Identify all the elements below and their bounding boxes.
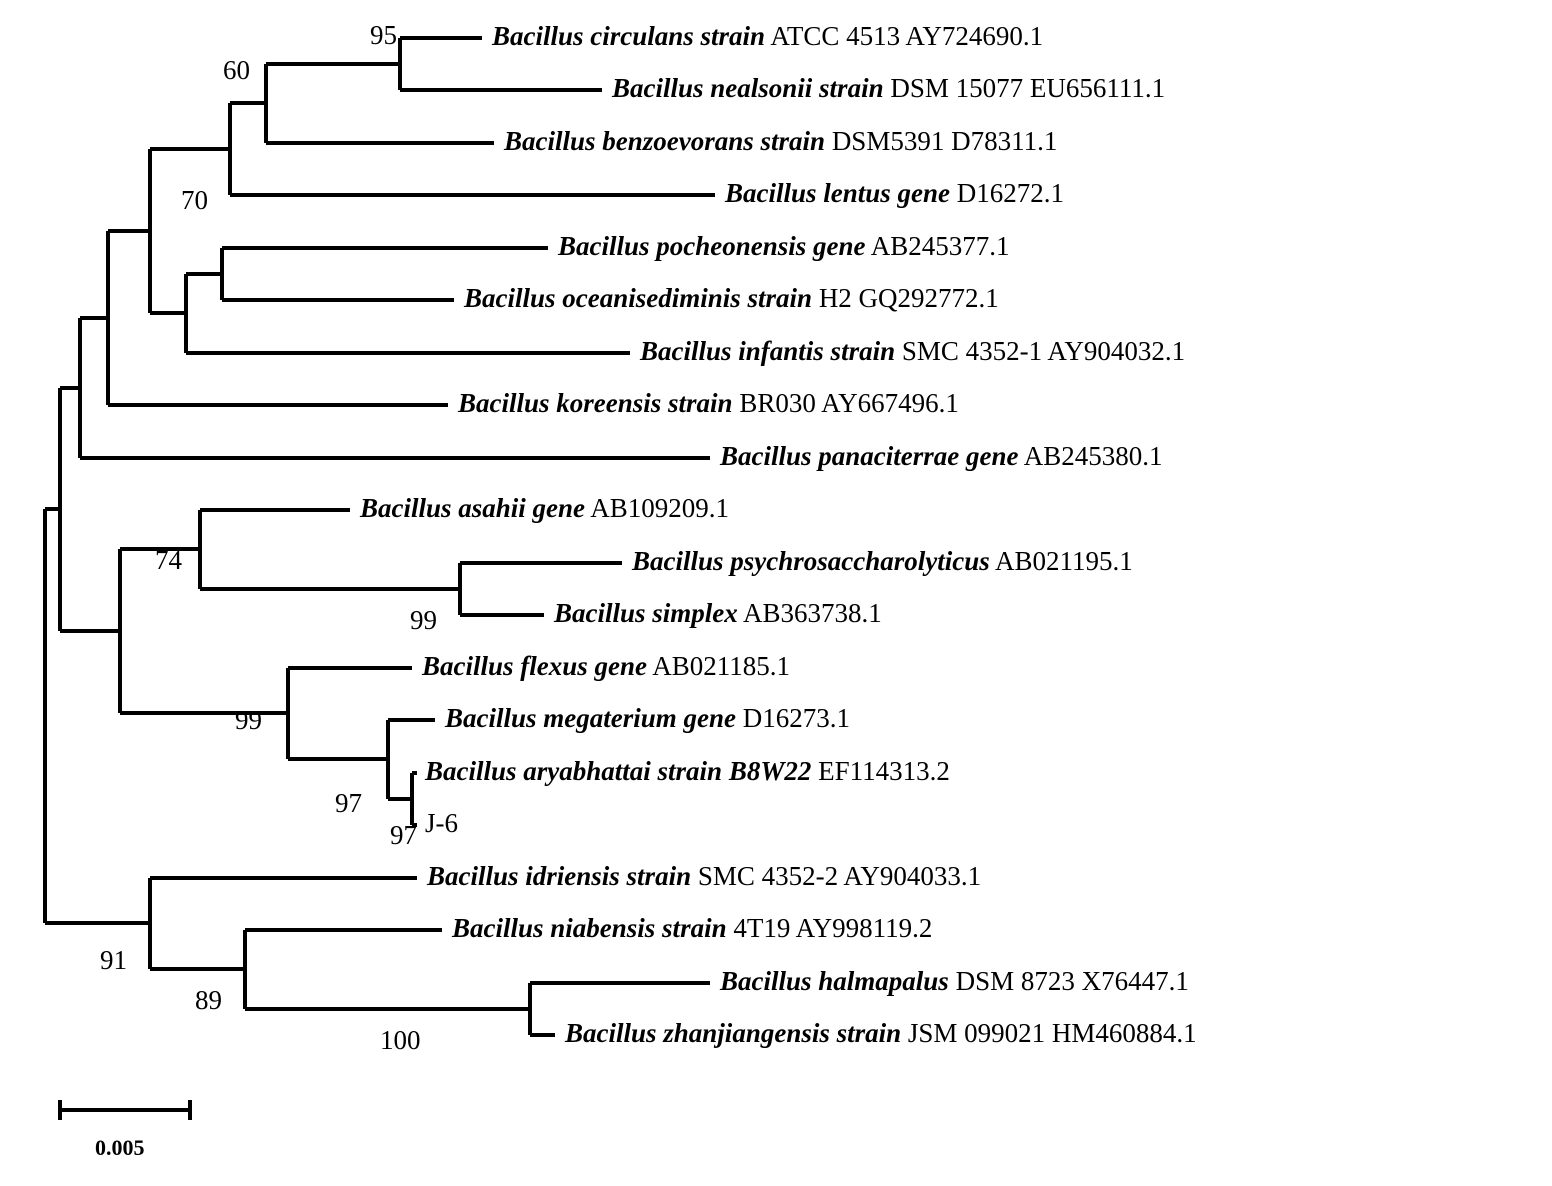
species-name: Bacillus panaciterrae gene [720,441,1019,471]
bootstrap-value: 91 [100,945,127,976]
bootstrap-value: 60 [223,55,250,86]
accession-number: SMC 4352-1 AY904032.1 [902,336,1185,366]
species-name: Bacillus oceanisediminis strain [464,283,812,313]
bootstrap-value: 97 [390,820,417,851]
bootstrap-value: 70 [181,185,208,216]
species-name: Bacillus infantis strain [640,336,895,366]
species-name: Bacillus flexus gene [422,651,647,681]
taxon-label: Bacillus koreensis strain BR030 AY667496… [458,388,959,419]
bootstrap-value: 99 [235,705,262,736]
species-name: Bacillus megaterium gene [445,703,736,733]
bootstrap-value: 74 [155,545,182,576]
taxon-label: Bacillus halmapalus DSM 8723 X76447.1 [720,966,1189,997]
taxon-label: Bacillus flexus gene AB021185.1 [422,651,790,682]
accession-number: D16273.1 [743,703,850,733]
accession-number: AB021195.1 [995,546,1133,576]
accession-number: ATCC 4513 AY724690.1 [770,21,1043,51]
accession-number: H2 GQ292772.1 [819,283,999,313]
species-name: Bacillus pocheonensis gene [558,231,866,261]
species-name: Bacillus halmapalus [720,966,949,996]
taxon-label: Bacillus idriensis strain SMC 4352-2 AY9… [427,861,981,892]
bootstrap-value: 100 [380,1025,421,1056]
accession-number: AB363738.1 [743,598,882,628]
accession-number: EF114313.2 [818,756,950,786]
accession-number: J-6 [425,808,458,838]
accession-number: 4T19 AY998119.2 [733,913,932,943]
accession-number: AB245380.1 [1024,441,1163,471]
taxon-label: Bacillus panaciterrae gene AB245380.1 [720,441,1163,472]
taxon-label: J-6 [425,808,458,839]
taxon-label: Bacillus zhanjiangensis strain JSM 09902… [565,1018,1197,1049]
species-name: Bacillus asahii gene [360,493,585,523]
phylogenetic-tree: Bacillus circulans strain ATCC 4513 AY72… [0,0,1552,1186]
accession-number: DSM 15077 EU656111.1 [890,73,1165,103]
accession-number: AB021185.1 [652,651,790,681]
species-name: Bacillus circulans strain [492,21,765,51]
species-name: Bacillus nealsonii strain [612,73,884,103]
accession-number: AB245377.1 [871,231,1010,261]
taxon-label: Bacillus lentus gene D16272.1 [725,178,1064,209]
taxon-label: Bacillus nealsonii strain DSM 15077 EU65… [612,73,1165,104]
species-name: Bacillus psychrosaccharolyticus [632,546,990,576]
bootstrap-value: 99 [410,605,437,636]
accession-number: DSM5391 D78311.1 [832,126,1058,156]
scale-label: 0.005 [95,1135,145,1161]
taxon-label: Bacillus pocheonensis gene AB245377.1 [558,231,1010,262]
taxon-label: Bacillus simplex AB363738.1 [554,598,882,629]
species-name: Bacillus koreensis strain [458,388,733,418]
bootstrap-value: 97 [335,788,362,819]
taxon-label: Bacillus megaterium gene D16273.1 [445,703,850,734]
taxon-label: Bacillus infantis strain SMC 4352-1 AY90… [640,336,1185,367]
bootstrap-value: 89 [195,985,222,1016]
accession-number: SMC 4352-2 AY904033.1 [698,861,981,891]
taxon-label: Bacillus niabensis strain 4T19 AY998119.… [452,913,932,944]
species-name: Bacillus idriensis strain [427,861,691,891]
taxon-label: Bacillus circulans strain ATCC 4513 AY72… [492,21,1043,52]
accession-number: D16272.1 [957,178,1064,208]
bootstrap-value: 95 [370,20,397,51]
accession-number: AB109209.1 [590,493,729,523]
species-name: Bacillus benzoevorans strain [504,126,825,156]
accession-number: DSM 8723 X76447.1 [956,966,1189,996]
species-name: Bacillus aryabhattai strain B8W22 [425,756,811,786]
accession-number: BR030 AY667496.1 [739,388,959,418]
taxon-label: Bacillus aryabhattai strain B8W22 EF1143… [425,756,950,787]
taxon-label: Bacillus oceanisediminis strain H2 GQ292… [464,283,999,314]
species-name: Bacillus simplex [554,598,738,628]
species-name: Bacillus zhanjiangensis strain [565,1018,901,1048]
taxon-label: Bacillus psychrosaccharolyticus AB021195… [632,546,1133,577]
accession-number: JSM 099021 HM460884.1 [908,1018,1197,1048]
species-name: Bacillus niabensis strain [452,913,727,943]
species-name: Bacillus lentus gene [725,178,950,208]
taxon-label: Bacillus asahii gene AB109209.1 [360,493,729,524]
taxon-label: Bacillus benzoevorans strain DSM5391 D78… [504,126,1057,157]
